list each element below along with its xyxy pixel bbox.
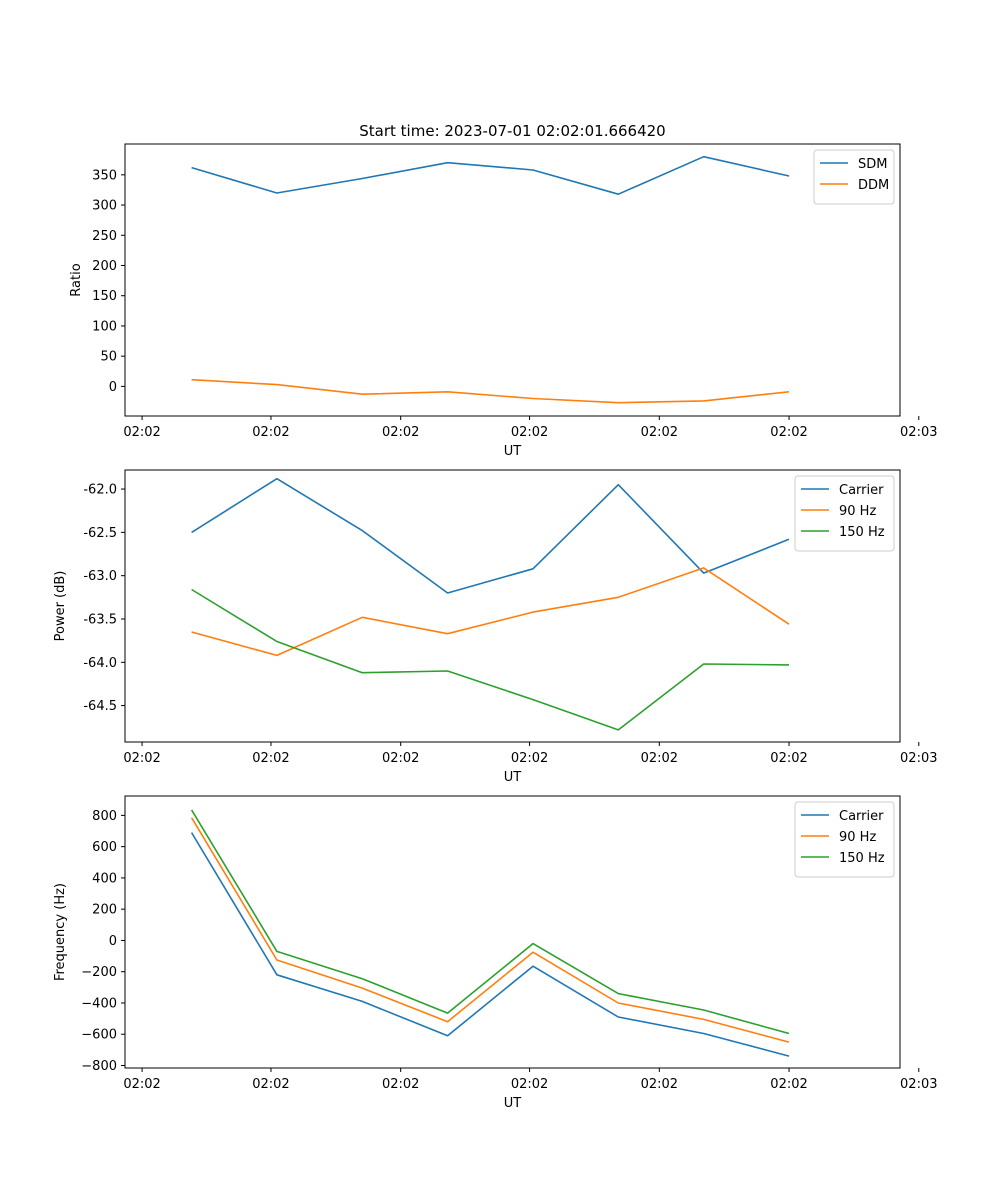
x-tick-label: 02:02 xyxy=(641,1077,678,1092)
y-tick-label: 200 xyxy=(92,903,117,918)
x-tick-label: 02:02 xyxy=(252,751,289,766)
legend-label: Carrier xyxy=(839,809,884,824)
x-tick-label: 02:02 xyxy=(252,425,289,440)
y-axis-label: Frequency (Hz) xyxy=(53,883,68,981)
x-axis-label: UT xyxy=(504,444,522,459)
x-tick-label: 02:02 xyxy=(770,1077,807,1092)
subplot-3: 02:02 02:02 02:02 02:02 02:02 02:02 02:03 −800 −… xyxy=(53,795,938,1111)
y-tick-label: −600 xyxy=(81,1028,117,1043)
y-tick-label: 0 xyxy=(109,934,117,949)
legend-label: 90 Hz xyxy=(839,830,876,845)
x-tick-label: 02:02 xyxy=(252,1077,289,1092)
legend-frame xyxy=(794,801,895,878)
x-tick-label: 02:02 xyxy=(123,1077,160,1092)
y-tick-label: 100 xyxy=(92,319,117,334)
legend-label: DDM xyxy=(858,178,889,193)
series-line-90-hz xyxy=(191,567,790,657)
subplot-1: 02:02 02:02 02:02 02:02 02:02 02:02 02:03 0 50 10… xyxy=(69,143,938,459)
x-tick-label: 02:02 xyxy=(511,1077,548,1092)
y-tick-label: 50 xyxy=(100,350,117,365)
legend-label: SDM xyxy=(858,157,887,172)
y-tick-label: −200 xyxy=(81,965,117,980)
y-tick-label: -62.0 xyxy=(83,483,117,498)
series-line-ddm xyxy=(191,378,790,404)
figure-title: Start time: 2023-07-01 02:02:01.666420 xyxy=(359,122,665,140)
y-tick-label: −400 xyxy=(81,996,117,1011)
x-tick-label: 02:02 xyxy=(382,1077,419,1092)
y-tick-label: 600 xyxy=(92,840,117,855)
y-tick-label: 800 xyxy=(92,809,117,824)
y-tick-label: 0 xyxy=(109,380,117,395)
subplot-2: 02:02 02:02 02:02 02:02 02:02 02:02 02:03 -64.5… xyxy=(53,469,938,785)
x-tick-label: 02:02 xyxy=(511,751,548,766)
y-tick-label: -64.5 xyxy=(83,699,117,714)
series-line-90-hz xyxy=(190,817,790,1043)
x-tick-label: 02:02 xyxy=(770,751,807,766)
axes-frame xyxy=(124,143,901,417)
y-tick-label: −800 xyxy=(81,1059,117,1074)
legend: SDM DDM xyxy=(813,149,895,205)
series-line-150-hz xyxy=(191,588,790,731)
axes-frame xyxy=(124,795,901,1069)
y-tick-label: 400 xyxy=(92,871,117,886)
x-tick-label: 02:02 xyxy=(641,425,678,440)
x-tick-label: 02:03 xyxy=(900,751,937,766)
x-axis-label: UT xyxy=(504,1096,522,1111)
legend: Carrier 90 Hz 150 Hz xyxy=(794,801,895,878)
x-tick-label: 02:02 xyxy=(770,425,807,440)
legend-label: 150 Hz xyxy=(839,851,885,866)
x-tick-label: 02:02 xyxy=(641,751,678,766)
legend-label: Carrier xyxy=(839,483,884,498)
x-tick-label: 02:02 xyxy=(123,425,160,440)
legend-label: 90 Hz xyxy=(839,504,876,519)
x-tick-label: 02:02 xyxy=(382,751,419,766)
y-tick-label: 200 xyxy=(92,259,117,274)
y-tick-label: 350 xyxy=(92,168,117,183)
plots: 02:02 02:02 02:02 02:02 02:02 02:02 02:03 0 50 10… xyxy=(53,143,938,1111)
legend-label: 150 Hz xyxy=(839,525,885,540)
x-tick-label: 02:03 xyxy=(900,425,937,440)
x-tick-label: 02:02 xyxy=(511,425,548,440)
series-line-carrier xyxy=(191,477,790,594)
y-tick-label: 250 xyxy=(92,229,117,244)
series-line-150-hz xyxy=(190,809,790,1035)
y-axis-label: Power (dB) xyxy=(53,571,68,642)
series-line-carrier xyxy=(190,832,790,1057)
x-tick-label: 02:03 xyxy=(900,1077,937,1092)
x-tick-label: 02:02 xyxy=(382,425,419,440)
legend: Carrier 90 Hz 150 Hz xyxy=(794,475,895,552)
y-tick-label: 300 xyxy=(92,199,117,214)
y-axis-label: Ratio xyxy=(69,263,84,296)
legend-frame xyxy=(794,475,895,552)
y-tick-label: 150 xyxy=(92,289,117,304)
x-tick-label: 02:02 xyxy=(123,751,160,766)
y-tick-label: -64.0 xyxy=(83,656,117,671)
series-line-sdm xyxy=(191,155,790,195)
y-tick-label: -63.5 xyxy=(83,612,117,627)
axes-frame xyxy=(124,469,901,743)
y-tick-label: -63.0 xyxy=(83,569,117,584)
x-axis-label: UT xyxy=(504,770,522,785)
y-tick-label: -62.5 xyxy=(83,526,117,541)
